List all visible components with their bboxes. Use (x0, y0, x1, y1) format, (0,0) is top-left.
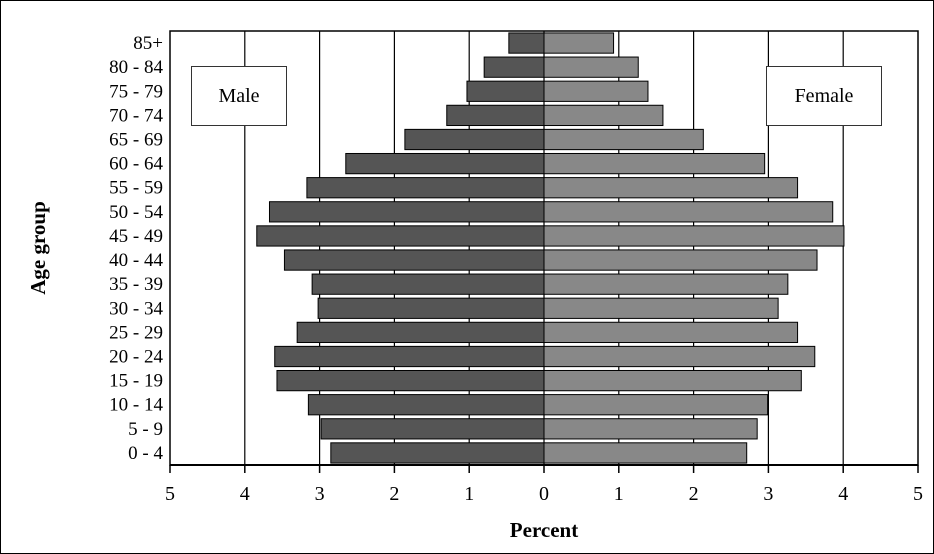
y-tick-label: 0 - 4 (128, 443, 163, 464)
bar-female-30-34 (543, 297, 779, 319)
bar-male-5-9 (320, 418, 545, 440)
x-axis-title: Percent (510, 518, 578, 542)
bar-male-20-24 (274, 345, 545, 368)
bar-female-40-44 (543, 249, 818, 271)
bar-female-35-39 (543, 273, 789, 295)
bar-female-85+ (543, 32, 615, 54)
y-tick-label: 20 - 24 (109, 347, 163, 368)
bar-male-70-74 (446, 104, 545, 127)
y-tick-label: 40 - 44 (109, 250, 163, 271)
x-tick-label: 0 (539, 483, 549, 505)
x-tick-label: 2 (389, 483, 399, 505)
x-tick-label: 3 (763, 483, 773, 505)
bar-female-0-4 (543, 442, 748, 464)
bar-female-5-9 (543, 418, 758, 440)
x-tick-label: 4 (240, 483, 250, 505)
y-tick-label: 55 - 59 (109, 178, 163, 199)
bar-male-85+ (508, 32, 545, 54)
bar-female-15-19 (543, 369, 802, 392)
bar-female-75-79 (543, 80, 649, 102)
y-tick-label: 30 - 34 (109, 298, 163, 319)
y-tick-label: 85+ (133, 33, 163, 54)
bar-male-50-54 (268, 201, 545, 223)
bar-male-15-19 (276, 369, 545, 392)
bar-male-0-4 (330, 442, 545, 464)
bar-female-25-29 (543, 321, 799, 344)
bar-female-80-84 (543, 56, 639, 78)
bar-male-25-29 (296, 321, 545, 344)
bar-female-50-54 (543, 201, 834, 223)
bar-male-65-69 (404, 128, 545, 151)
y-tick-label: 25 - 29 (109, 322, 163, 343)
bar-female-55-59 (543, 177, 799, 199)
y-tick-label: 50 - 54 (109, 202, 163, 223)
bar-male-75-79 (466, 80, 545, 102)
y-tick-label: 65 - 69 (109, 130, 163, 151)
x-axis-ticks: 5 4 3 2 1 0 1 2 3 4 5 (165, 465, 923, 505)
y-tick-label: 70 - 74 (109, 105, 163, 126)
y-tick-label: 5 - 9 (128, 419, 163, 440)
legend-female-label: Female (766, 66, 882, 126)
bar-female-20-24 (543, 345, 816, 368)
bar-female-60-64 (543, 152, 766, 175)
x-tick-label: 2 (689, 483, 699, 505)
bar-male-35-39 (311, 273, 545, 295)
legend-male-label: Male (191, 66, 287, 126)
x-tick-label: 5 (165, 483, 175, 505)
bar-female-70-74 (543, 104, 664, 127)
bar-male-55-59 (306, 177, 545, 199)
bar-male-60-64 (345, 152, 545, 175)
bar-female-65-69 (543, 128, 704, 151)
bar-female-45-49 (543, 225, 845, 247)
y-tick-label: 75 - 79 (109, 81, 163, 102)
bar-male-30-34 (317, 297, 545, 319)
y-tick-label: 80 - 84 (109, 57, 163, 78)
x-tick-label: 1 (614, 483, 624, 505)
bar-female-10-14 (543, 394, 769, 416)
y-tick-label: 45 - 49 (109, 226, 163, 247)
y-tick-label: 15 - 19 (109, 371, 163, 392)
x-tick-label: 1 (464, 483, 474, 505)
bar-male-45-49 (256, 225, 545, 247)
x-tick-label: 3 (315, 483, 325, 505)
bar-male-40-44 (283, 249, 545, 271)
bar-male-10-14 (307, 394, 545, 416)
y-axis-title: Age group (26, 201, 50, 295)
bar-male-80-84 (483, 56, 545, 78)
y-tick-label: 60 - 64 (109, 154, 163, 175)
x-tick-label: 4 (838, 483, 848, 505)
bars (256, 32, 845, 464)
y-tick-label: 35 - 39 (109, 274, 163, 295)
x-tick-label: 5 (913, 483, 923, 505)
y-axis-ticks: 0 - 4 5 - 9 10 - 14 15 - 19 20 - 24 25 - 29 30… (109, 33, 163, 464)
y-tick-label: 10 - 14 (109, 395, 163, 416)
